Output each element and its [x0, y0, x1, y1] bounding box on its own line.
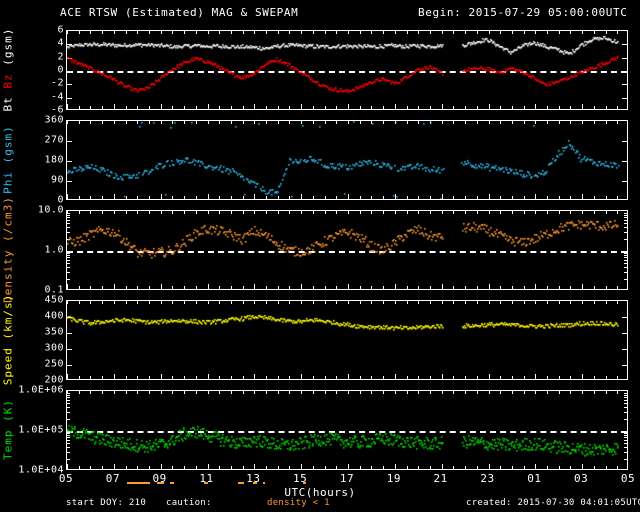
ytick-label: 0.1 — [44, 284, 64, 296]
xtick-label: 05 — [620, 472, 636, 485]
ytick-labels-phi: 360 270 180 90 0 — [0, 115, 64, 206]
xtick-label: 17 — [339, 472, 355, 485]
data-plot-canvas — [67, 121, 627, 199]
xaxis-title: UTC(hours) — [284, 486, 356, 499]
caution-marker — [238, 482, 244, 484]
plot-panel-density — [66, 210, 628, 290]
plot-panel-bt-bz — [66, 30, 628, 110]
xtick-label: 19 — [386, 472, 401, 485]
page-title: ACE RTSW (Estimated) MAG & SWEPAM — [60, 6, 299, 19]
xtick-label: 11 — [199, 472, 214, 485]
ytick-label: 360 — [44, 114, 64, 126]
caution-marker — [170, 482, 174, 484]
ytick-label: 450 — [44, 294, 64, 306]
caution-marker — [204, 482, 208, 484]
xtick-label: 07 — [105, 472, 120, 485]
xtick-label: 03 — [574, 472, 589, 485]
xtick-label: 01 — [527, 472, 542, 485]
xtick-label: 05 — [58, 472, 74, 485]
ytick-label: 4 — [57, 37, 64, 49]
caution-marker — [262, 482, 266, 484]
plot-panel-temp — [66, 390, 628, 470]
caution-marker — [126, 482, 151, 484]
ytick-label: -2 — [50, 77, 64, 89]
ytick-labels-density: 10.0 1.0 0.1 — [0, 205, 64, 296]
ytick-label: -6 — [50, 104, 64, 116]
data-plot-canvas — [67, 391, 627, 469]
caution-marker — [302, 482, 306, 484]
plot-panel-phi — [66, 120, 628, 200]
ytick-label: 1.0E+06 — [18, 384, 64, 396]
ytick-label: 10.0 — [37, 204, 64, 216]
xtick-label: 15 — [293, 472, 308, 485]
ytick-label: 300 — [44, 342, 64, 354]
ytick-label: 1.0E+04 — [18, 464, 64, 476]
ytick-labels-temp: 1.0E+06 1.0E+05 1.0E+04 — [0, 385, 64, 476]
caution-marker — [253, 482, 257, 484]
xtick-label: 13 — [246, 472, 261, 485]
ytick-label: 1.0E+05 — [18, 424, 64, 436]
footer-caution-label: caution: — [166, 498, 212, 508]
ytick-label: -4 — [50, 91, 64, 103]
data-plot-canvas — [67, 31, 627, 109]
data-plot-canvas — [67, 211, 627, 289]
xtick-label: 23 — [480, 472, 495, 485]
footer-start-doy: start DOY: 210 — [66, 498, 147, 508]
ytick-label: 0 — [57, 64, 64, 76]
begin-timestamp: Begin: 2015-07-29 05:00:00UTC — [418, 6, 628, 19]
ytick-label: 0 — [57, 194, 64, 206]
ytick-label: 2 — [57, 51, 64, 63]
ytick-labels-speed: 450 400 350 300 250 200 — [0, 295, 64, 386]
ytick-label: 250 — [44, 358, 64, 370]
ytick-label: 6 — [57, 24, 64, 36]
ytick-label: 200 — [44, 374, 64, 386]
xaxis-tick-labels: 05 07 09 11 13 15 17 19 21 23 01 03 05 — [0, 472, 640, 488]
xtick-label: 21 — [433, 472, 448, 485]
ytick-labels-bt-bz: 6 4 2 0 -2 -4 -6 — [0, 25, 64, 116]
data-plot-canvas — [67, 301, 627, 379]
ytick-label: 400 — [44, 310, 64, 322]
footer-caution-value: density < 1 — [267, 498, 330, 508]
xtick-label: 09 — [152, 472, 167, 485]
ytick-label: 90 — [50, 174, 64, 186]
ytick-label: 350 — [44, 326, 64, 338]
ytick-label: 1.0 — [44, 244, 64, 256]
plot-panel-speed — [66, 300, 628, 380]
footer-created-timestamp: created: 2015-07-30 04:01:05UTC — [466, 498, 640, 508]
ytick-label: 270 — [44, 134, 64, 146]
ytick-label: 180 — [44, 154, 64, 166]
caution-marker — [157, 482, 165, 484]
